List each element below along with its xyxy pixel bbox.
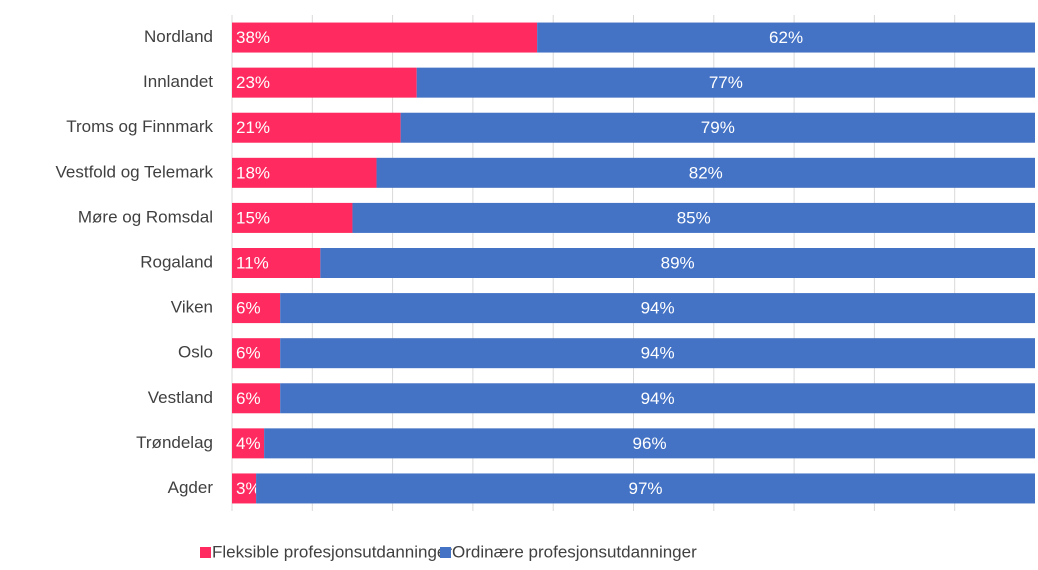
bar — [232, 293, 281, 324]
value-label: 4% — [236, 434, 261, 453]
value-label: 3% — [236, 479, 261, 498]
category-label: Vestfold og Telemark — [56, 162, 214, 181]
bar — [320, 248, 1036, 278]
bar — [352, 202, 1035, 233]
value-label: 11% — [236, 253, 269, 272]
category-label: Troms og Finnmark — [66, 117, 213, 136]
bar — [232, 157, 377, 188]
value-label: 82% — [689, 163, 723, 182]
bar — [232, 428, 265, 459]
value-label: 96% — [633, 434, 667, 453]
bar — [280, 293, 1035, 324]
value-label: 79% — [701, 118, 735, 137]
bar — [280, 338, 1035, 369]
bar — [376, 157, 1035, 188]
value-label: 15% — [236, 208, 270, 227]
bar — [232, 383, 281, 414]
value-label: 77% — [709, 73, 743, 92]
legend-label: Fleksible profesjonsutdanninger — [212, 542, 452, 561]
legend-swatch — [200, 547, 211, 558]
category-label: Trøndelag — [136, 433, 213, 452]
category-label: Rogaland — [140, 252, 213, 271]
category-label: Oslo — [178, 343, 213, 362]
bar — [280, 383, 1035, 414]
value-label: 94% — [641, 389, 675, 408]
legend-swatch — [440, 547, 451, 558]
value-label: 23% — [236, 73, 270, 92]
bar — [400, 112, 1035, 143]
bar — [232, 338, 281, 369]
bar — [232, 202, 353, 233]
bar — [232, 473, 257, 504]
category-label: Agder — [168, 478, 214, 497]
category-label: Møre og Romsdal — [78, 207, 213, 226]
value-label: 97% — [629, 479, 663, 498]
category-label: Viken — [171, 298, 213, 317]
bar — [232, 67, 417, 98]
value-label: 18% — [236, 163, 270, 182]
value-label: 6% — [236, 389, 261, 408]
legend-label: Ordinære profesjonsutdanninger — [452, 542, 697, 561]
value-label: 94% — [641, 299, 675, 318]
value-label: 21% — [236, 118, 270, 137]
value-label: 85% — [677, 208, 711, 227]
category-label: Nordland — [144, 27, 213, 46]
bar — [232, 112, 401, 143]
value-label: 62% — [769, 28, 803, 47]
value-label: 38% — [236, 28, 270, 47]
value-label: 6% — [236, 299, 261, 318]
bar — [232, 22, 538, 53]
value-label: 6% — [236, 344, 261, 363]
bar — [264, 428, 1035, 459]
value-label: 89% — [661, 253, 695, 272]
bar — [537, 22, 1035, 53]
category-label: Vestland — [148, 388, 213, 407]
bar — [232, 248, 321, 278]
value-label: 94% — [641, 344, 675, 363]
bar — [256, 473, 1036, 504]
category-label: Innlandet — [143, 72, 213, 91]
bar — [416, 67, 1035, 98]
